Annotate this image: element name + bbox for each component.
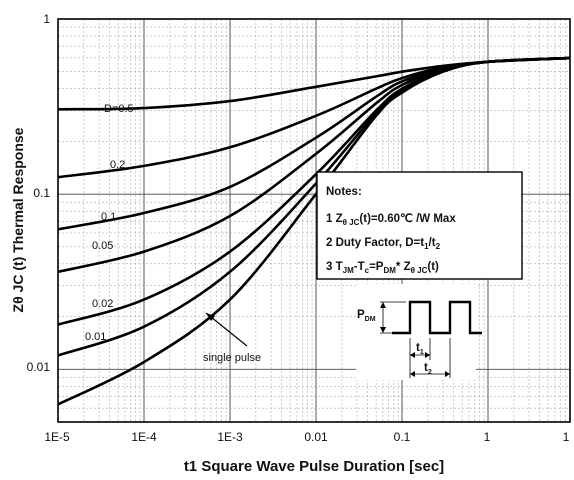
y-axis-title: Zθ JC (t) Thermal Response	[10, 127, 26, 312]
y-tick-label: 0.01	[27, 360, 51, 374]
curve-label-single-pulse: single pulse	[203, 352, 261, 364]
curve-label-d05: D=0.5	[104, 103, 134, 115]
x-tick-label: 1	[563, 430, 570, 444]
pulse-waveform	[392, 300, 482, 335]
x-tick-label: 1E-3	[217, 430, 243, 444]
curve-label-001: 0.01	[85, 331, 106, 343]
x-tick-label: 0.01	[304, 430, 328, 444]
curve-label-01: 0.1	[101, 211, 116, 223]
notes-line-1: 1 Zθ JC(t)=0.60℃ /W Max	[326, 212, 456, 227]
series-line-6	[58, 56, 570, 406]
notes-box: Notes: 1 Zθ JC(t)=0.60℃ /W Max 2 Duty Fa…	[316, 171, 523, 280]
curve-label-02: 0.2	[110, 159, 125, 171]
notes-line-3: 3 TJM-Tc=PDM* Zθ JC(t)	[326, 261, 439, 275]
plot-frame	[57, 18, 571, 423]
x-tick-label: 1E-4	[131, 430, 157, 444]
pdm-label: PDM	[357, 309, 376, 323]
t1-label: t1	[416, 342, 424, 356]
x-tick-label: 1	[484, 430, 491, 444]
t2-label: t2	[424, 362, 432, 376]
pulse-diagram: PDM t1 t2	[356, 284, 482, 380]
y-tick-label: 1	[43, 12, 50, 26]
curve-label-002: 0.02	[92, 298, 113, 310]
y-tick-label: 0.1	[33, 186, 50, 200]
x-tick-label: 0.1	[394, 430, 411, 444]
x-axis-title: t1 Square Wave Pulse Duration [sec]	[184, 458, 444, 475]
notes-line-2: 2 Duty Factor, D=t1/t2	[326, 237, 441, 251]
x-tick-label: 1E-5	[44, 430, 70, 444]
curves	[58, 56, 570, 406]
notes-title: Notes:	[326, 186, 362, 198]
single-pulse-arrowhead	[206, 313, 215, 321]
curve-label-005: 0.05	[92, 240, 113, 252]
